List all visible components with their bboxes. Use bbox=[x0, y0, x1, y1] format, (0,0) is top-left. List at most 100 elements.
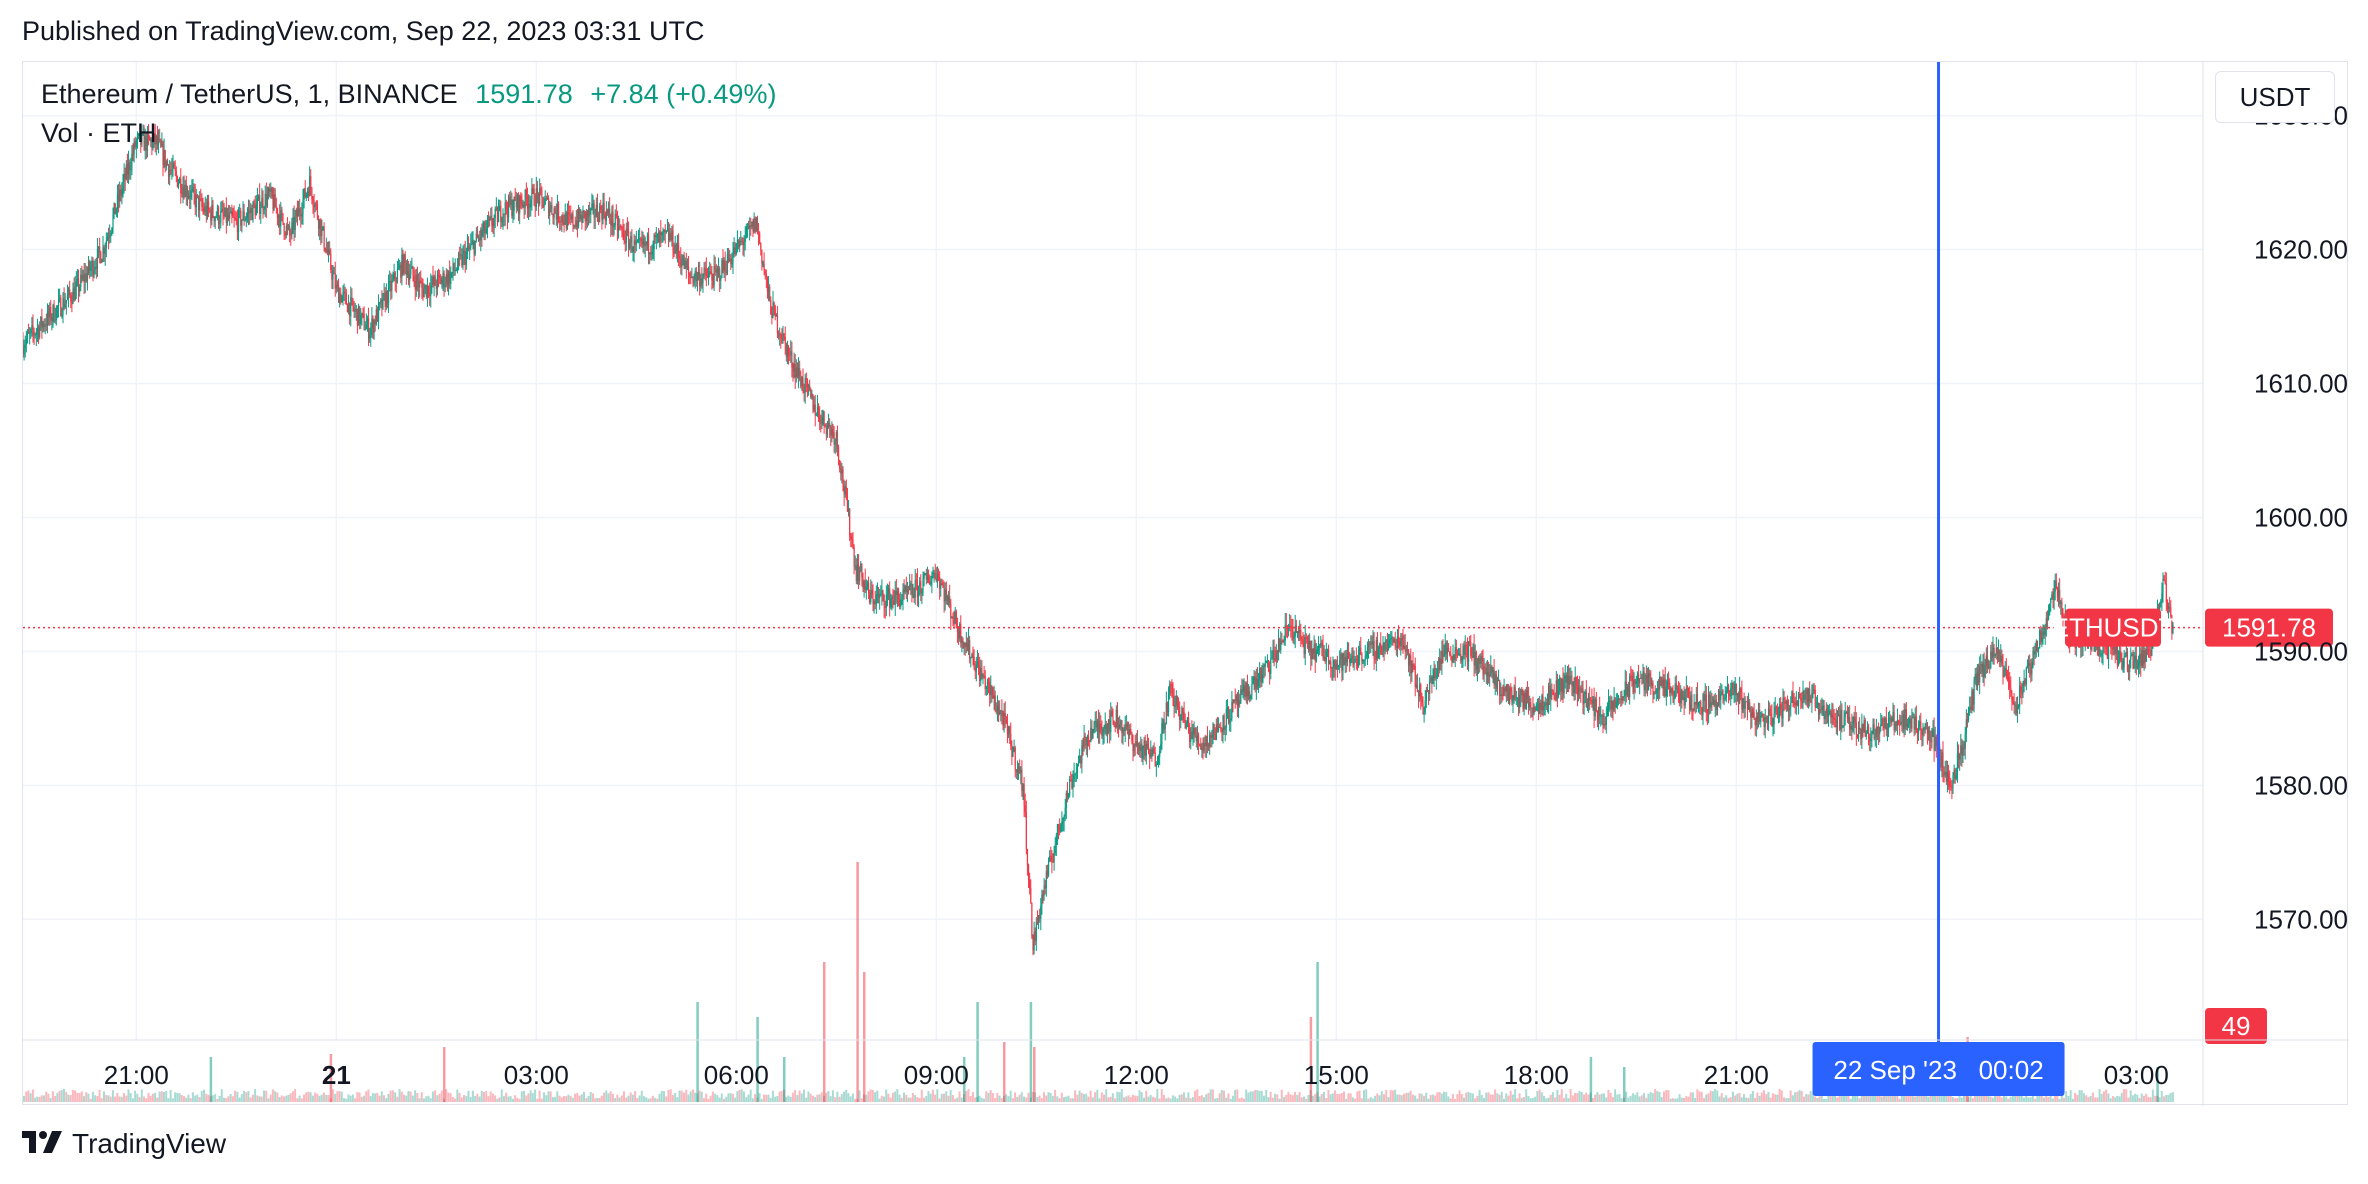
candle-body bbox=[1123, 729, 1125, 732]
candle-body bbox=[1749, 702, 1751, 713]
volume-bar bbox=[189, 1098, 192, 1102]
legend-change: +7.84 (+0.49%) bbox=[590, 79, 777, 109]
candle-body bbox=[226, 214, 229, 223]
volume-bar bbox=[1434, 1095, 1437, 1102]
volume-bar bbox=[491, 1093, 494, 1102]
candle-body bbox=[269, 188, 271, 192]
volume-bar bbox=[311, 1095, 314, 1102]
candle-body bbox=[1704, 694, 1706, 702]
candle-body bbox=[1256, 678, 1259, 687]
candle-body bbox=[400, 264, 402, 278]
volume-bar bbox=[1520, 1097, 1523, 1102]
candle-body bbox=[1044, 885, 1046, 889]
candle-body bbox=[223, 214, 225, 217]
candle-body bbox=[1382, 643, 1384, 655]
candle-body bbox=[675, 244, 677, 254]
volume-bar bbox=[927, 1090, 930, 1102]
volume-bar bbox=[1971, 1098, 1974, 1102]
candle-body bbox=[1215, 724, 1217, 740]
candle-body bbox=[40, 316, 42, 327]
volume-bar bbox=[1831, 1094, 1834, 1102]
volume-bar bbox=[1716, 1090, 1719, 1102]
candle-body bbox=[582, 210, 584, 223]
candle-body bbox=[2042, 632, 2044, 638]
candle-body bbox=[576, 220, 579, 227]
candle-body bbox=[1032, 936, 1034, 951]
volume-bar bbox=[814, 1096, 817, 1102]
candle-body bbox=[285, 226, 287, 236]
candle-body bbox=[140, 133, 142, 145]
candle-body bbox=[1045, 871, 1047, 889]
candle-body bbox=[810, 390, 812, 398]
candle-body bbox=[1357, 654, 1360, 666]
volume-bar bbox=[1903, 1093, 1905, 1102]
volume-bar bbox=[1663, 1091, 1665, 1102]
candle-body bbox=[365, 324, 367, 330]
candle-body bbox=[100, 252, 102, 263]
candle-body bbox=[55, 307, 57, 321]
footer-brand[interactable]: TradingView bbox=[22, 1128, 226, 1160]
volume-bar bbox=[1016, 1096, 1019, 1102]
volume-bar bbox=[158, 1091, 161, 1102]
candle-body bbox=[1283, 640, 1285, 643]
candle-body bbox=[1570, 675, 1572, 677]
candle-body bbox=[1973, 679, 1975, 705]
candle-body bbox=[1734, 683, 1736, 693]
candle-body bbox=[1230, 718, 1232, 721]
candle-body bbox=[1665, 686, 1667, 696]
candle-body bbox=[1030, 888, 1032, 903]
price-tick-label: 1600.00 bbox=[2254, 503, 2348, 533]
candle-body bbox=[866, 582, 869, 588]
candle-body bbox=[347, 302, 350, 313]
candle-body bbox=[1821, 706, 1823, 710]
candle-body bbox=[812, 394, 814, 411]
volume-bar bbox=[143, 1096, 145, 1102]
candle-body bbox=[194, 194, 196, 208]
volume-bar bbox=[1098, 1098, 1101, 1102]
candle-body bbox=[1251, 684, 1253, 696]
candle-body bbox=[336, 284, 339, 286]
symbol-title[interactable]: Ethereum / TetherUS, 1, BINANCE bbox=[41, 79, 458, 109]
candle-body bbox=[986, 681, 989, 687]
volume-bar bbox=[540, 1098, 543, 1102]
candle-body bbox=[1296, 631, 1299, 634]
volume-legend[interactable]: Vol · ETH bbox=[41, 118, 157, 148]
candle-body bbox=[1247, 691, 1250, 697]
candle-body bbox=[619, 225, 621, 227]
candle-body bbox=[1842, 726, 1844, 728]
candle-body bbox=[1060, 823, 1062, 832]
volume-bar bbox=[1376, 1093, 1379, 1102]
candle-body bbox=[1741, 691, 1743, 710]
volume-bar bbox=[1138, 1090, 1141, 1102]
time-axis[interactable]: 21:00 21 03:00 06:00 09:00 12:00 15:00 18:00 21:… bbox=[23, 1039, 2349, 1090]
candle-body bbox=[1869, 737, 1871, 742]
volume-bar bbox=[1789, 1090, 1792, 1102]
candle-body bbox=[1981, 663, 1983, 673]
volume-bar bbox=[1765, 1094, 1768, 1102]
candle-body bbox=[490, 216, 492, 218]
volume-bar bbox=[714, 1093, 717, 1102]
volume-bar bbox=[1889, 1095, 1892, 1102]
symbol-legend[interactable]: Ethereum / TetherUS, 1, BINANCE 1591.78 … bbox=[41, 79, 776, 110]
volume-bar bbox=[771, 1090, 774, 1102]
candle-body bbox=[1139, 744, 1141, 751]
currency-button[interactable]: USDT bbox=[2215, 71, 2335, 123]
candle-body bbox=[1354, 659, 1356, 662]
candle-body bbox=[1845, 711, 1847, 713]
volume-bar bbox=[1587, 1094, 1590, 1102]
volume-bar bbox=[1616, 1094, 1619, 1102]
candle-body bbox=[1974, 673, 1976, 680]
volume-bar bbox=[1769, 1097, 1772, 1102]
volume-bar bbox=[1527, 1095, 1530, 1102]
candle-body bbox=[762, 263, 764, 265]
candle-body bbox=[271, 187, 273, 197]
candle-body bbox=[116, 194, 119, 209]
price-axis[interactable]: 1630.001620.001610.001600.001590.001580.… bbox=[2202, 62, 2348, 1106]
volume-bar bbox=[1045, 1095, 1048, 1102]
volume-bar bbox=[836, 1091, 839, 1102]
candle-body bbox=[826, 424, 829, 435]
candle-body bbox=[187, 195, 190, 197]
volume-bar bbox=[1360, 1098, 1363, 1102]
